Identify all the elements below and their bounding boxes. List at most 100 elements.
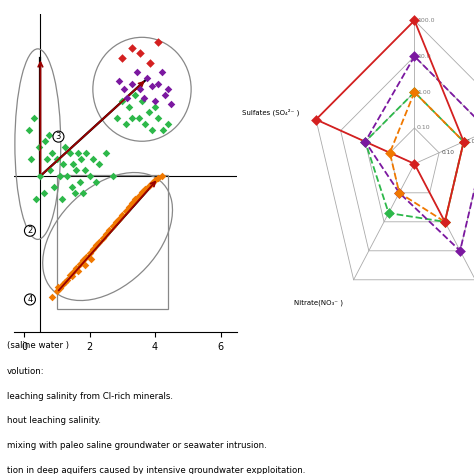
Point <box>25 126 33 134</box>
Text: 0.10: 0.10 <box>442 150 455 155</box>
Point <box>155 38 162 46</box>
Point <box>35 143 43 151</box>
Point <box>137 85 144 93</box>
Point <box>99 234 107 241</box>
Point <box>55 283 62 291</box>
Bar <box>57 175 168 309</box>
Point <box>155 114 162 122</box>
Point <box>79 190 87 197</box>
Point <box>92 241 100 249</box>
Point <box>46 166 54 174</box>
Point <box>76 178 83 185</box>
Point <box>74 267 82 274</box>
Point <box>128 199 136 207</box>
Point <box>168 100 175 108</box>
Point <box>115 77 123 84</box>
Point <box>385 210 392 217</box>
Point <box>460 138 467 146</box>
Point <box>146 60 154 67</box>
Point <box>141 120 149 128</box>
Point <box>60 280 67 288</box>
Point <box>118 97 126 105</box>
Point <box>86 249 93 256</box>
Text: mixing with paleo saline groundwater or seawater intrusion.: mixing with paleo saline groundwater or … <box>7 441 267 450</box>
Point <box>45 132 53 139</box>
Point <box>159 126 167 134</box>
Point <box>410 53 418 60</box>
Point <box>123 94 131 102</box>
Point <box>50 183 57 191</box>
Point <box>40 190 47 197</box>
Point <box>456 247 464 255</box>
Point <box>312 116 320 123</box>
Text: 100.0: 100.0 <box>417 18 435 23</box>
Point <box>161 91 169 99</box>
Point <box>395 189 403 197</box>
Point <box>362 138 369 146</box>
Point <box>132 91 139 99</box>
Point <box>118 211 126 219</box>
Text: 1.00: 1.00 <box>466 139 474 144</box>
Point <box>155 80 162 87</box>
Point <box>125 103 133 110</box>
Point <box>30 114 37 122</box>
Point <box>140 94 147 102</box>
Point <box>143 74 151 82</box>
Point <box>58 195 65 203</box>
Point <box>81 261 89 269</box>
Point <box>460 138 467 146</box>
Point <box>120 85 128 93</box>
Point <box>145 182 152 190</box>
Point <box>87 255 95 263</box>
Text: 2: 2 <box>27 226 33 235</box>
Point <box>53 288 61 295</box>
Point <box>122 120 129 128</box>
Point <box>42 137 49 145</box>
Point <box>78 155 85 163</box>
Point <box>410 88 418 96</box>
Point <box>145 109 152 116</box>
Text: 10.0: 10.0 <box>417 54 430 59</box>
Point <box>158 68 165 76</box>
Point <box>112 219 119 226</box>
Point <box>33 195 40 203</box>
Point <box>73 264 80 272</box>
Point <box>82 149 90 156</box>
Point <box>138 97 146 105</box>
Point <box>92 178 100 185</box>
Point <box>441 218 449 226</box>
Text: leaching salinity from Cl-rich minerals.: leaching salinity from Cl-rich minerals. <box>7 392 173 401</box>
Point <box>135 114 143 122</box>
Point <box>96 238 103 246</box>
Point <box>410 88 418 96</box>
Point <box>81 166 89 174</box>
Point <box>460 138 467 146</box>
Point <box>125 203 133 211</box>
Point <box>53 155 61 163</box>
Point <box>55 132 62 139</box>
Point <box>60 161 67 168</box>
Point <box>155 174 162 182</box>
Point <box>63 172 71 180</box>
Point <box>164 120 172 128</box>
Point <box>43 155 51 163</box>
Point <box>114 114 121 122</box>
Text: (saline water ): (saline water ) <box>7 341 69 350</box>
Text: 0.10: 0.10 <box>417 126 430 130</box>
Point <box>56 172 64 180</box>
Point <box>69 161 77 168</box>
Point <box>141 185 149 193</box>
Point <box>63 276 71 283</box>
Point <box>105 227 113 234</box>
Point <box>148 179 155 187</box>
Point <box>133 68 141 76</box>
Point <box>386 149 393 156</box>
Point <box>151 103 159 110</box>
Point <box>362 138 369 146</box>
Point <box>48 293 55 301</box>
Point <box>137 50 144 57</box>
Point <box>151 176 159 184</box>
Point <box>115 215 123 222</box>
Point <box>441 218 449 226</box>
Point <box>89 246 97 253</box>
